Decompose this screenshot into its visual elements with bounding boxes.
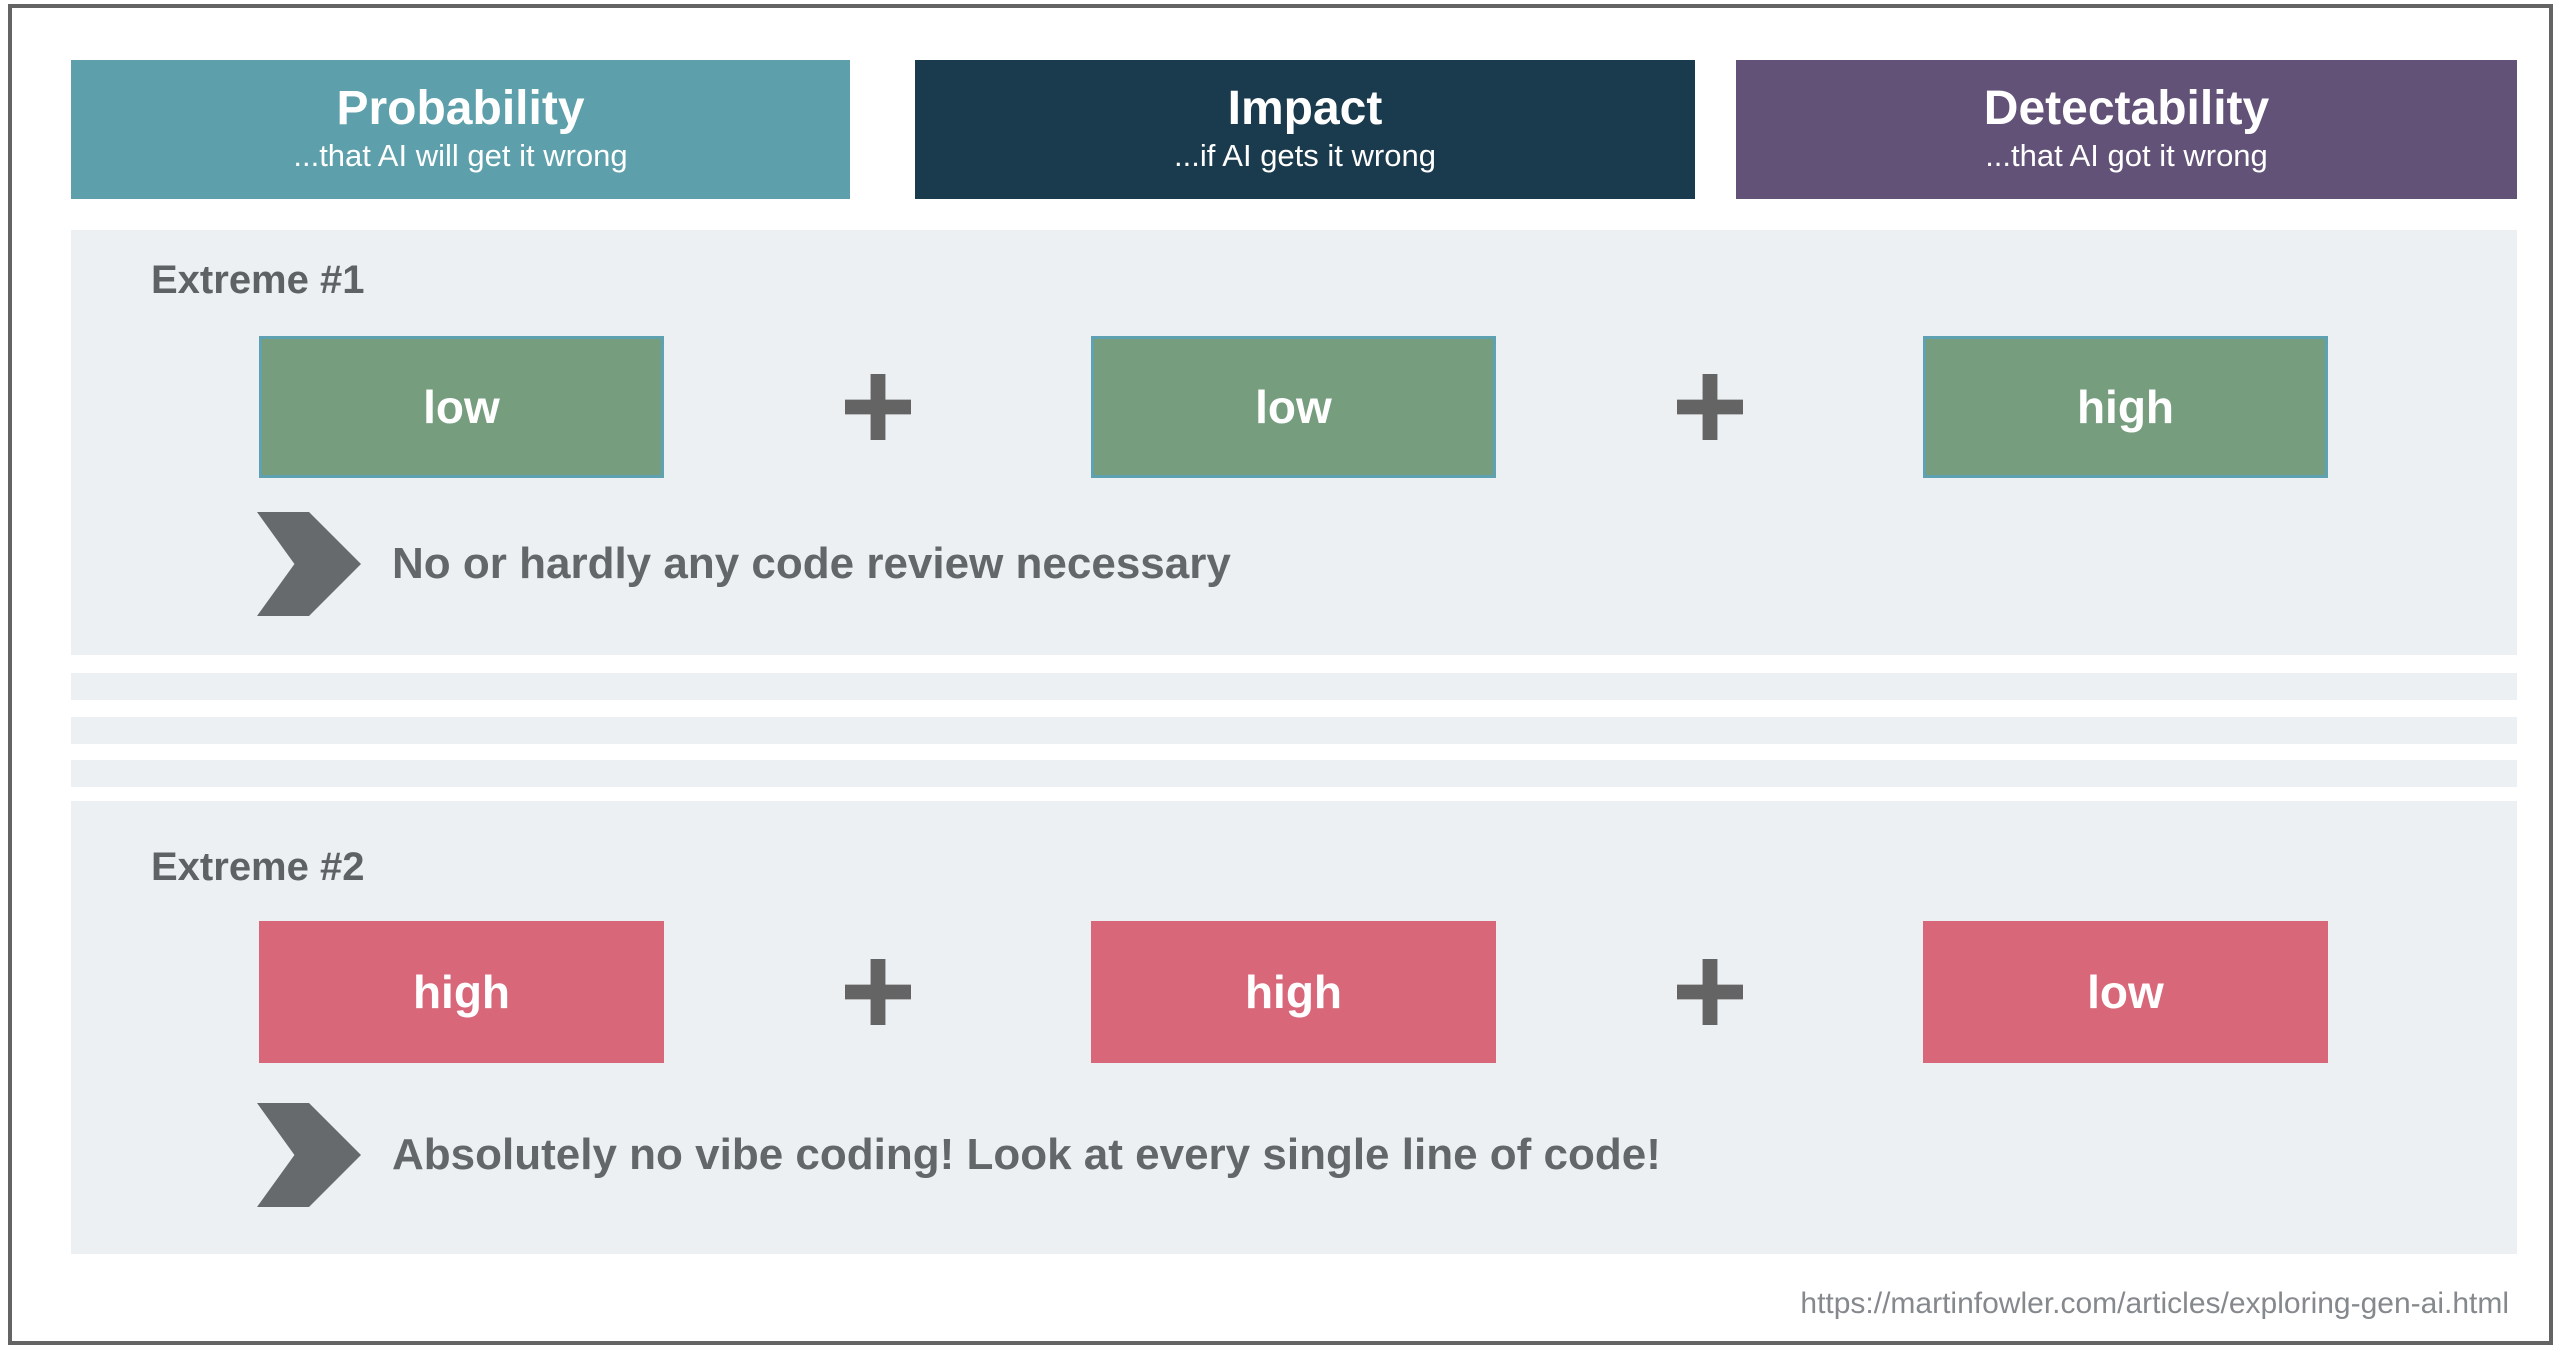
- stripe: [71, 673, 2517, 700]
- value-text: high: [1244, 966, 1343, 1018]
- value-text: low: [423, 381, 500, 433]
- value-row: low low high: [71, 336, 2517, 478]
- plus-icon: [844, 374, 911, 440]
- ellipsis-stripes: [71, 673, 2517, 787]
- value-box-detectability: high: [1923, 336, 2328, 478]
- chevron-right-icon: [257, 1102, 361, 1208]
- value-text: high: [2076, 381, 2175, 433]
- value-box-probability: high: [259, 921, 664, 1063]
- panel-extreme-1-label: Extreme #1: [151, 258, 365, 302]
- conclusion-row: No or hardly any code review necessary: [257, 511, 2517, 617]
- diagram-content: Probability ...that AI will get it wrong…: [71, 60, 2517, 1321]
- source-url: https://martinfowler.com/articles/explor…: [1800, 1287, 2509, 1320]
- header-impact-subtitle: ...if AI gets it wrong: [1174, 138, 1436, 174]
- plus-icon: [1676, 374, 1743, 440]
- value-row: high high low: [71, 921, 2517, 1063]
- header-probability-subtitle: ...that AI will get it wrong: [293, 138, 628, 174]
- header-probability-title: Probability: [336, 82, 585, 136]
- header-row: Probability ...that AI will get it wrong…: [71, 60, 2517, 199]
- value-box-detectability: low: [1923, 921, 2328, 1063]
- conclusion-row: Absolutely no vibe coding! Look at every…: [257, 1102, 2517, 1208]
- header-detectability: Detectability ...that AI got it wrong: [1736, 60, 2517, 199]
- value-text: low: [1255, 381, 1332, 433]
- conclusion-text: No or hardly any code review necessary: [392, 539, 1231, 588]
- value-box-impact: high: [1091, 921, 1496, 1063]
- header-impact: Impact ...if AI gets it wrong: [915, 60, 1695, 199]
- value-box-probability: low: [259, 336, 664, 478]
- value-text: high: [412, 966, 511, 1018]
- header-detectability-title: Detectability: [1983, 82, 2270, 136]
- header-probability: Probability ...that AI will get it wrong: [71, 60, 850, 199]
- plus-icon: [1676, 959, 1743, 1025]
- panel-extreme-2-label: Extreme #2: [151, 845, 365, 889]
- panel-extreme-1: Extreme #1 low low high: [71, 230, 2517, 655]
- value-text: low: [2087, 966, 2164, 1018]
- plus-icon: [844, 959, 911, 1025]
- header-impact-title: Impact: [1227, 82, 1383, 136]
- conclusion-text: Absolutely no vibe coding! Look at every…: [392, 1130, 1661, 1179]
- chevron-right-icon: [257, 511, 361, 617]
- header-detectability-subtitle: ...that AI got it wrong: [1985, 138, 2268, 174]
- panel-extreme-2: Extreme #2 high high low: [71, 801, 2517, 1254]
- value-box-impact: low: [1091, 336, 1496, 478]
- stripe: [71, 760, 2517, 787]
- outer-frame: Probability ...that AI will get it wrong…: [8, 4, 2553, 1345]
- stripe: [71, 717, 2517, 744]
